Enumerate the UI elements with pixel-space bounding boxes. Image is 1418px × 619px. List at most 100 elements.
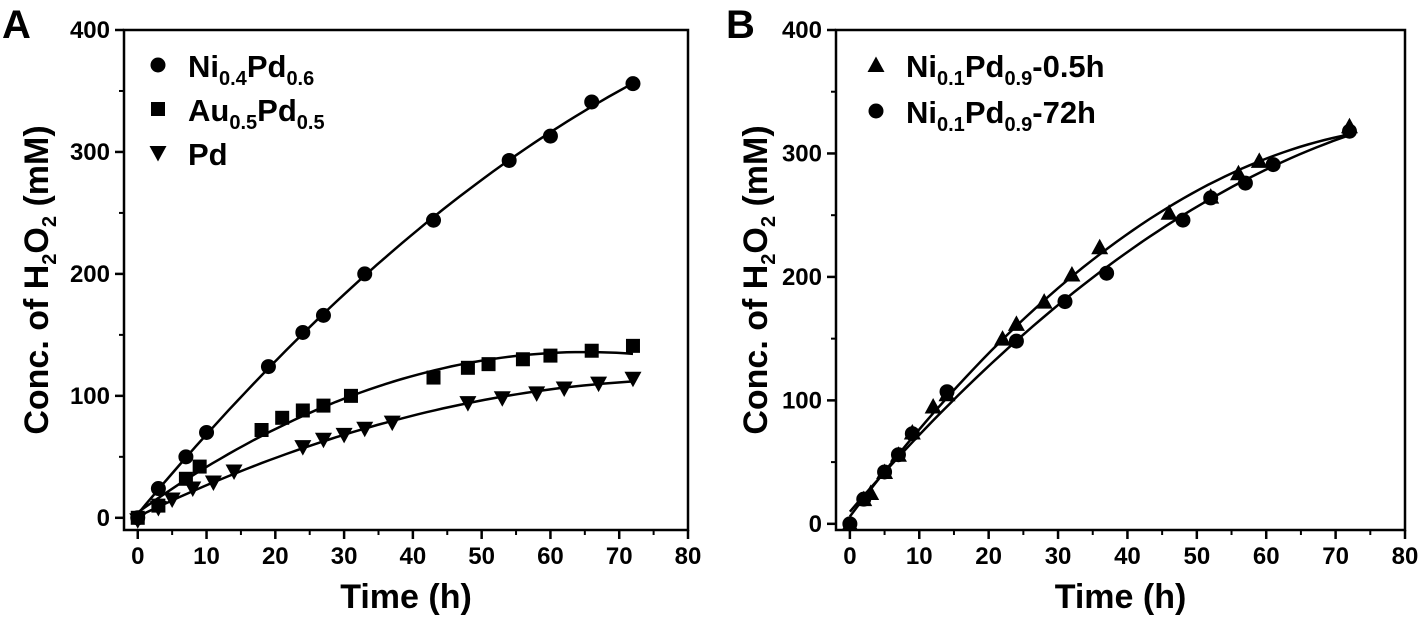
- data-point: [149, 501, 167, 517]
- y-tick-label: 400: [70, 17, 110, 44]
- data-point: [555, 381, 573, 398]
- data-point: [1008, 333, 1024, 349]
- data-point: [904, 426, 920, 442]
- y-axis-label: Conc. of H2O2 (mM): [737, 125, 780, 434]
- data-point: [1057, 294, 1073, 310]
- y-axis-label: Conc. of H2O2 (mM): [18, 125, 61, 434]
- series-0: [841, 117, 1358, 531]
- legend-marker: [867, 56, 885, 72]
- panel-label: B: [726, 3, 755, 47]
- data-point: [316, 398, 331, 413]
- data-point: [426, 212, 442, 228]
- x-tick-label: 30: [1045, 543, 1072, 570]
- x-tick-label: 50: [1183, 543, 1210, 570]
- data-point: [1175, 212, 1191, 228]
- x-tick-label: 40: [400, 543, 427, 570]
- fit-curve: [848, 134, 1350, 513]
- legend-label: Ni0.4Pd0.6: [188, 49, 314, 90]
- data-point: [1203, 190, 1219, 206]
- data-point: [459, 396, 477, 412]
- y-tick-label: 0: [97, 505, 110, 532]
- data-point: [493, 391, 511, 407]
- data-point: [294, 440, 312, 456]
- x-tick-label: 0: [131, 543, 144, 570]
- data-point: [924, 398, 942, 414]
- data-point: [939, 384, 955, 400]
- data-point: [1099, 265, 1115, 281]
- x-tick-label: 60: [1253, 543, 1280, 570]
- data-point: [315, 307, 331, 323]
- data-point: [543, 348, 558, 363]
- series-2: [129, 371, 642, 529]
- data-point: [184, 481, 202, 498]
- data-point: [254, 423, 269, 437]
- data-point: [590, 376, 608, 393]
- data-point: [204, 475, 222, 491]
- y-tick-label: 100: [782, 387, 822, 414]
- chart-panel-A: A 0 10 20 30 40 50 60 70 80 0 100 200 300 400 Time (h) C…: [2, 3, 701, 616]
- legend-label: Ni0.1Pd0.9-0.5h: [906, 49, 1105, 90]
- series-1: [842, 123, 1357, 532]
- plot-frame: [122, 28, 690, 532]
- data-point: [225, 464, 243, 480]
- data-point: [383, 415, 401, 432]
- data-point: [1091, 238, 1109, 255]
- data-point: [343, 388, 358, 403]
- data-point: [528, 386, 546, 402]
- data-point: [1063, 265, 1081, 282]
- legend-label: Ni0.1Pd0.9-72h: [906, 95, 1096, 136]
- data-point: [275, 410, 290, 425]
- x-tick-label: 10: [193, 543, 220, 570]
- x-tick-label: 70: [606, 543, 633, 570]
- data-point: [856, 491, 872, 507]
- data-point: [625, 76, 641, 92]
- data-point: [357, 266, 373, 282]
- y-tick-label: 300: [70, 139, 110, 166]
- data-point: [314, 432, 332, 449]
- legend-label: Pd: [188, 137, 228, 172]
- data-point: [1237, 175, 1253, 191]
- data-point: [129, 513, 147, 529]
- data-point: [178, 449, 194, 465]
- data-point: [295, 403, 310, 418]
- data-point: [1341, 123, 1357, 139]
- data-point: [481, 357, 496, 372]
- data-point: [890, 447, 906, 463]
- legend-marker: [868, 103, 884, 119]
- y-tick-label: 0: [809, 511, 822, 538]
- y-tick-label: 100: [70, 383, 110, 410]
- data-point: [542, 128, 558, 144]
- x-tick-label: 80: [1392, 543, 1418, 570]
- plot-frame: [834, 28, 1407, 532]
- chart-panel-B: B 0 10 20 30 40 50 60 70 80 0 100 200 300 400 Time (h) C…: [726, 3, 1418, 616]
- legend-marker: [150, 57, 166, 73]
- x-tick-label: 0: [843, 543, 856, 570]
- legend-marker: [149, 146, 167, 162]
- x-tick-label: 50: [468, 543, 495, 570]
- data-point: [199, 424, 215, 440]
- data-point: [1265, 157, 1281, 173]
- y-tick-label: 300: [782, 140, 822, 167]
- data-point: [1035, 293, 1053, 309]
- data-point: [501, 152, 517, 168]
- x-tick-label: 60: [537, 543, 564, 570]
- legend: Ni0.1Pd0.9-0.5h Ni0.1Pd0.9-72h: [867, 49, 1105, 136]
- fit-curve: [848, 133, 1350, 518]
- x-tick-label: 30: [331, 543, 358, 570]
- data-point: [335, 427, 353, 444]
- data-point: [877, 464, 893, 480]
- data-point: [994, 330, 1012, 346]
- x-axis-label: Time (h): [340, 578, 472, 616]
- data-point: [624, 371, 642, 388]
- data-point: [842, 516, 858, 532]
- data-point: [1160, 204, 1178, 220]
- y-tick-label: 200: [70, 261, 110, 288]
- panel-label: A: [2, 3, 31, 47]
- x-tick-label: 20: [262, 543, 289, 570]
- x-tick-label: 20: [975, 543, 1002, 570]
- x-tick-label: 70: [1322, 543, 1349, 570]
- x-tick-label: 10: [906, 543, 933, 570]
- data-point: [356, 421, 374, 438]
